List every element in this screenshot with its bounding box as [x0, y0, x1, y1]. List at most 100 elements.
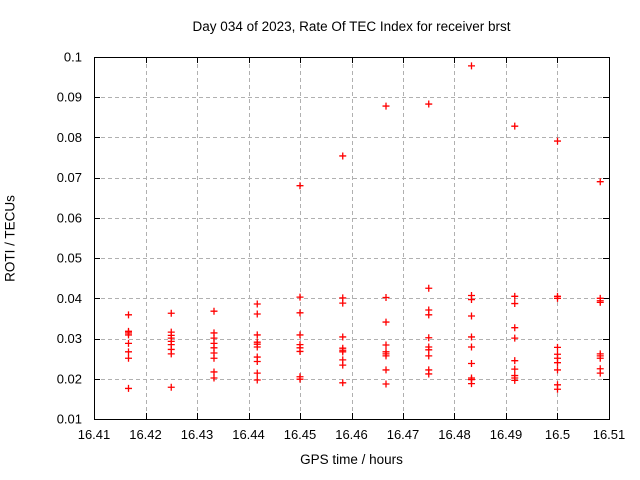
y-tick-label: 0.04 [57, 291, 82, 306]
data-point [210, 354, 218, 362]
data-point [339, 348, 347, 356]
data-point [125, 311, 133, 319]
x-tick-label: 16.49 [490, 427, 523, 442]
y-tick-label: 0.08 [57, 130, 82, 145]
data-point [339, 152, 347, 160]
x-tick-label: 16.47 [387, 427, 420, 442]
x-tick-label: 16.51 [593, 427, 626, 442]
axes-ticks [94, 57, 610, 420]
data-point [253, 300, 261, 308]
data-point [425, 311, 433, 319]
data-point [210, 307, 218, 315]
data-point [253, 331, 261, 339]
x-tick-label: 16.43 [181, 427, 214, 442]
x-tick-label: 16.42 [129, 427, 162, 442]
data-point [425, 334, 433, 342]
data-point [167, 383, 175, 391]
data-point [253, 376, 261, 384]
data-point [467, 312, 475, 320]
data-point [596, 298, 604, 306]
data-point [125, 348, 133, 356]
x-axis-title: GPS time / hours [300, 452, 403, 467]
data-point [382, 352, 390, 360]
data-point [382, 380, 390, 388]
data-point [425, 370, 433, 378]
y-tick-label: 0.01 [57, 412, 82, 427]
data-point [382, 318, 390, 326]
x-tick-labels: 16.41 16.42 16.43 16.44 16.45 16.46 16.47 16.48… [78, 427, 626, 442]
data-point [296, 375, 304, 383]
data-point [511, 365, 519, 373]
data-point [253, 343, 261, 351]
data-point [467, 296, 475, 304]
data-point [425, 100, 433, 108]
data-point [339, 333, 347, 341]
data-point [511, 376, 519, 384]
plot-border [94, 57, 610, 420]
data-point [511, 300, 519, 308]
data-point [467, 333, 475, 341]
x-tick-label: 16.48 [438, 427, 471, 442]
data-point [511, 122, 519, 130]
data-point [467, 62, 475, 70]
data-point [339, 379, 347, 387]
y-tick-label: 0.03 [57, 331, 82, 346]
y-tick-label: 0.09 [57, 90, 82, 105]
data-point [253, 310, 261, 318]
data-point [467, 380, 475, 388]
data-point [596, 178, 604, 186]
data-point [382, 102, 390, 110]
y-tick-label: 0.06 [57, 210, 82, 225]
x-tick-label: 16.46 [335, 427, 368, 442]
data-point [125, 331, 133, 339]
data-point [554, 137, 561, 145]
data-point [511, 292, 519, 300]
data-point [382, 294, 390, 302]
data-point [554, 366, 561, 374]
data-point [339, 299, 347, 307]
y-tick-label: 0.07 [57, 170, 82, 185]
data-point [511, 357, 519, 365]
data-point [554, 385, 561, 393]
data-point [125, 339, 133, 347]
data-point [296, 182, 304, 190]
data-point [296, 293, 304, 301]
data-point [596, 369, 604, 377]
data-point [554, 343, 561, 351]
x-tick-label: 16.44 [232, 427, 265, 442]
data-point [382, 366, 390, 374]
data-point [296, 347, 304, 355]
data-point [511, 324, 519, 332]
data-point [596, 354, 604, 362]
data-point [339, 361, 347, 369]
y-tick-labels: 0.01 0.02 0.03 0.04 0.05 0.06 0.07 0.08 0.09 0.1 [57, 50, 82, 427]
data-point [167, 350, 175, 358]
data-point [210, 368, 218, 376]
grid-lines [94, 57, 609, 419]
data-point [210, 374, 218, 382]
x-tick-label: 16.45 [284, 427, 317, 442]
data-point [125, 384, 133, 392]
chart-title: Day 034 of 2023, Rate Of TEC Index for r… [192, 19, 511, 34]
data-point [425, 352, 433, 360]
data-point [167, 309, 175, 317]
data-point [296, 331, 304, 339]
y-tick-label: 0.1 [64, 50, 82, 65]
x-tick-label: 16.5 [545, 427, 570, 442]
x-tick-label: 16.41 [78, 427, 111, 442]
data-point [467, 343, 475, 351]
y-tick-label: 0.02 [57, 371, 82, 386]
data-point [511, 334, 519, 342]
data-point [425, 284, 433, 292]
data-point [296, 309, 304, 317]
data-point [425, 346, 433, 354]
data-point [554, 294, 561, 302]
data-point [382, 341, 390, 349]
data-point [467, 359, 475, 367]
y-tick-label: 0.05 [57, 251, 82, 266]
data-point [253, 357, 261, 365]
data-point [554, 359, 561, 367]
data-point [253, 369, 261, 377]
